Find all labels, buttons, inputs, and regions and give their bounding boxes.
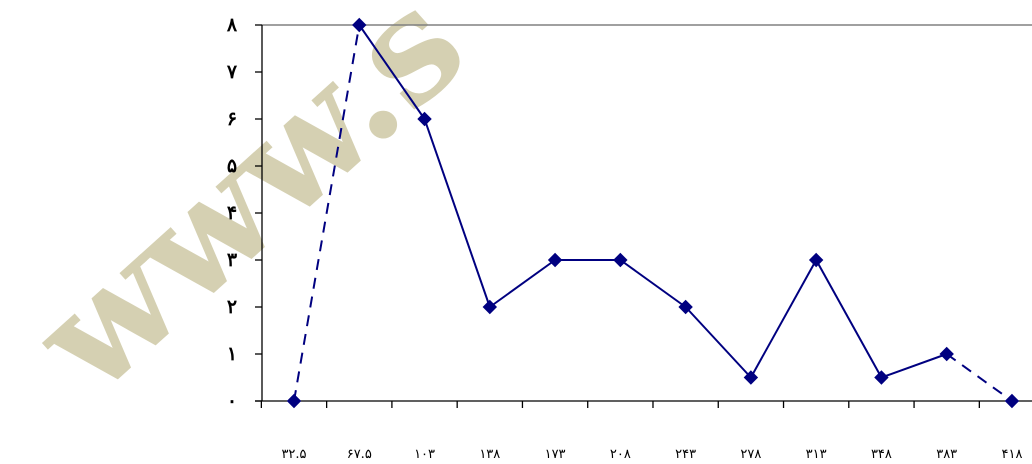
y-tick-label: ۰ [227,390,237,412]
data-point-marker [939,346,954,362]
x-tick-label: ۱۳۸ [479,447,500,459]
y-tick-label: ۶ [227,108,237,130]
data-point-marker [482,299,498,315]
y-tick-label: ۲ [227,296,237,318]
series-segment [750,259,818,378]
x-tick-label: ۳۸۳ [936,447,957,459]
x-tick-label: ۲۰۸ [610,447,631,459]
data-point-marker [678,299,693,315]
x-tick-label: ۱۰۳ [414,447,435,459]
watermark: www.s [0,0,497,428]
series-segment [489,259,556,308]
x-tick-label: ۱۷۳ [545,447,566,459]
y-axis-ticks: ۰ ۱ ۲ ۳ ۴ ۵ ۶ ۷ ۸ [226,14,262,412]
y-tick-label: ۳ [227,249,238,271]
data-point-marker [874,370,889,385]
x-tick-label: ۳۴۸ [871,447,892,459]
x-tick-label: ۲۴۳ [675,447,696,459]
series-segment [619,259,687,308]
series-segment [684,306,752,379]
data-point-marker [613,252,628,268]
data-point-marker [286,393,302,409]
y-tick-label: ۱ [227,343,237,365]
series-segment [358,24,426,120]
x-tick-label: ۲۷۸ [740,447,761,459]
y-tick-label: ۴ [227,202,237,224]
data-point-marker [547,252,563,268]
x-tick-label: ۳۱۳ [806,447,827,459]
data-point-marker [808,252,824,268]
series-segment [815,259,883,378]
y-tick-label: ۷ [226,61,238,83]
data-point-marker [743,370,759,385]
series-markers [286,17,1020,409]
x-axis-ticks: ۳۲.۵ ۶۷.۵ ۱۰۳ ۱۳۸ ۱۷۳ ۲۰۸ ۲۴۳ ۲۷۸ ۳۱۳ ۳۴۸ ۳۸۳ ۴۱۸ [260,401,1022,462]
series-segment [881,353,948,379]
x-tick-label: ۶۷.۵ [347,447,372,459]
data-point-marker [352,17,367,33]
y-tick-label: ۸ [226,14,238,36]
data-point-marker [417,111,432,127]
series-segment-dashed [293,24,361,402]
series-segment-dashed [946,353,1013,402]
series-line [293,24,1013,402]
x-tick-label: ۴۱۸ [1001,447,1022,459]
y-tick-label: ۵ [227,155,237,177]
x-tick-label: ۳۲.۵ [281,447,306,459]
data-point-marker [1004,393,1020,409]
series-segment [423,118,491,308]
